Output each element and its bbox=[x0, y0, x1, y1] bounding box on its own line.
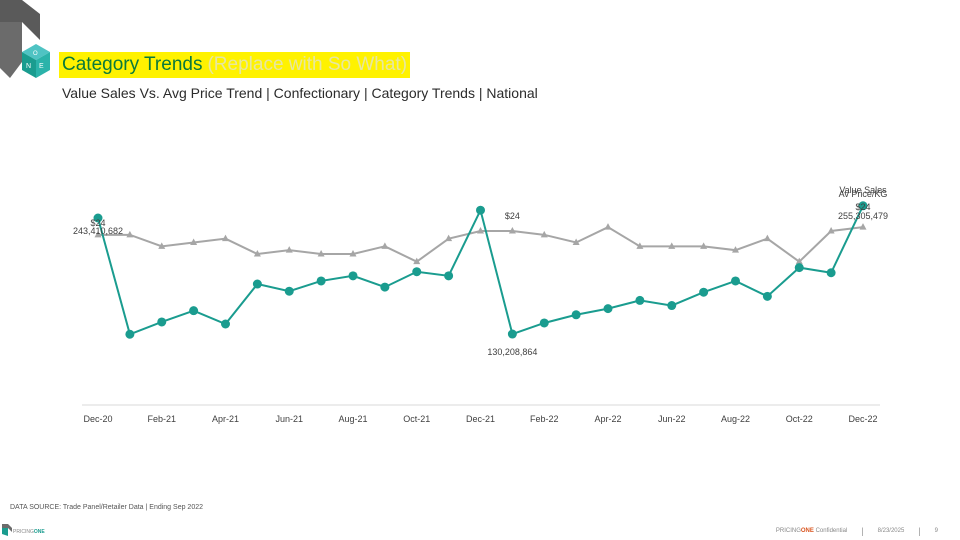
value-sales-point bbox=[794, 263, 804, 273]
confidential-post: Confidential bbox=[813, 528, 848, 534]
avg-price-point bbox=[795, 257, 803, 265]
avg-price-point bbox=[477, 227, 484, 234]
avg-price-point bbox=[732, 246, 739, 253]
footer-logo-icon bbox=[2, 524, 12, 536]
value-sales-point bbox=[826, 268, 836, 278]
svg-text:O: O bbox=[33, 51, 38, 57]
avg-price-point bbox=[572, 238, 580, 245]
svg-text:E: E bbox=[39, 63, 44, 70]
data-source-note: DATA SOURCE: Trade Panel/Retailer Data |… bbox=[10, 504, 203, 511]
value-sales-point bbox=[412, 267, 422, 277]
x-tick-label: Dec-21 bbox=[466, 414, 495, 424]
value-sales-point bbox=[762, 291, 772, 301]
value-sales-point bbox=[699, 287, 709, 297]
x-tick-label: Aug-21 bbox=[338, 414, 367, 424]
data-label: $24 bbox=[855, 202, 870, 212]
value-sales-point bbox=[284, 286, 294, 296]
avg-price-point bbox=[285, 246, 293, 253]
value-sales-point bbox=[603, 304, 613, 314]
footer-brand-pre: PRICING bbox=[13, 529, 34, 535]
avg-price-point bbox=[158, 242, 166, 249]
x-tick-label: Feb-21 bbox=[147, 414, 176, 424]
value-sales-point bbox=[252, 279, 262, 289]
page-title: Category Trends bbox=[62, 54, 203, 75]
value-sales-point bbox=[571, 310, 581, 320]
footer-brand: PRICINGONE bbox=[0, 522, 80, 540]
title-highlight: Category Trends (Replace with So What) bbox=[59, 52, 411, 78]
chart-subtitle: Value Sales Vs. Avg Price Trend | Confec… bbox=[62, 85, 538, 101]
avg-price-point bbox=[700, 242, 708, 249]
x-tick-label: Oct-21 bbox=[403, 414, 430, 424]
value-sales-point bbox=[635, 295, 645, 305]
footer-separator: | bbox=[861, 526, 864, 536]
x-tick-label: Aug-22 bbox=[721, 414, 750, 424]
value-sales-point bbox=[189, 306, 199, 316]
value-sales-point bbox=[444, 271, 454, 281]
avg-price-point bbox=[827, 227, 835, 234]
value-sales-point bbox=[125, 329, 135, 339]
avg-price-point bbox=[317, 250, 325, 257]
value-sales-point bbox=[221, 319, 230, 329]
data-label: $24 bbox=[505, 211, 520, 221]
value-sales-point bbox=[507, 329, 517, 339]
avg-price-point bbox=[413, 257, 421, 265]
value-sales-point bbox=[316, 276, 326, 286]
value-sales-point bbox=[539, 318, 549, 328]
data-label: Value Sales bbox=[839, 185, 887, 195]
value-sales-point bbox=[348, 271, 358, 281]
x-tick-label: Jun-22 bbox=[658, 414, 686, 424]
value-sales-point bbox=[380, 282, 390, 292]
page-number: 9 bbox=[934, 528, 938, 534]
x-tick-label: Feb-22 bbox=[530, 414, 559, 424]
data-label: $24 bbox=[90, 218, 105, 228]
avg-price-point bbox=[636, 242, 644, 249]
x-tick-label: Apr-22 bbox=[594, 414, 621, 424]
value-sales-point bbox=[731, 276, 740, 286]
avg-price-point bbox=[859, 223, 867, 230]
value-sales-point bbox=[157, 317, 167, 327]
value-sales-point bbox=[93, 213, 103, 223]
data-label: 130,208,864 bbox=[487, 347, 537, 357]
avg-price-point bbox=[190, 238, 198, 245]
confidential-brand: ONE bbox=[800, 528, 814, 534]
avg-price-point bbox=[126, 230, 134, 238]
value-sales-point bbox=[858, 201, 868, 211]
footer-brand-post: ONE bbox=[33, 529, 45, 535]
avg-price-point bbox=[540, 230, 548, 238]
avg-price-point bbox=[763, 234, 771, 242]
title-placeholder-note: (Replace with So What) bbox=[207, 54, 408, 75]
avg-price-point bbox=[349, 250, 357, 257]
x-tick-label: Dec-22 bbox=[848, 414, 877, 424]
avg-price-point bbox=[445, 234, 453, 242]
avg-price-point bbox=[253, 250, 261, 257]
data-label: 255,305,479 bbox=[838, 211, 888, 221]
series-line-value-sales bbox=[97, 205, 864, 336]
svg-text:N: N bbox=[26, 63, 31, 70]
x-tick-label: Apr-21 bbox=[212, 414, 239, 424]
footer-date: 8/23/2025 bbox=[877, 528, 905, 534]
x-tick-label: Oct-22 bbox=[786, 414, 813, 424]
x-tick-label: Jun-21 bbox=[275, 414, 303, 424]
confidential-pre: PRICING bbox=[775, 528, 801, 534]
value-sales-point bbox=[476, 205, 485, 215]
pricingone-logo-icon: N E O bbox=[0, 0, 50, 78]
footer-right: PRICINGONE Confidential | 8/23/2025 | 9 bbox=[776, 526, 938, 536]
avg-price-point bbox=[604, 223, 612, 230]
avg-price-point bbox=[222, 234, 229, 242]
footer-separator: | bbox=[918, 526, 921, 536]
x-tick-label: Dec-20 bbox=[83, 414, 112, 424]
avg-price-point bbox=[94, 230, 102, 238]
avg-price-point bbox=[668, 242, 676, 249]
data-label: 243,410,682 bbox=[73, 226, 123, 236]
data-label: Av Price/KG bbox=[839, 189, 888, 199]
avg-price-point bbox=[381, 242, 389, 249]
value-sales-point bbox=[667, 301, 677, 311]
avg-price-point bbox=[508, 227, 516, 234]
confidential-label: PRICINGONE Confidential bbox=[776, 528, 847, 534]
